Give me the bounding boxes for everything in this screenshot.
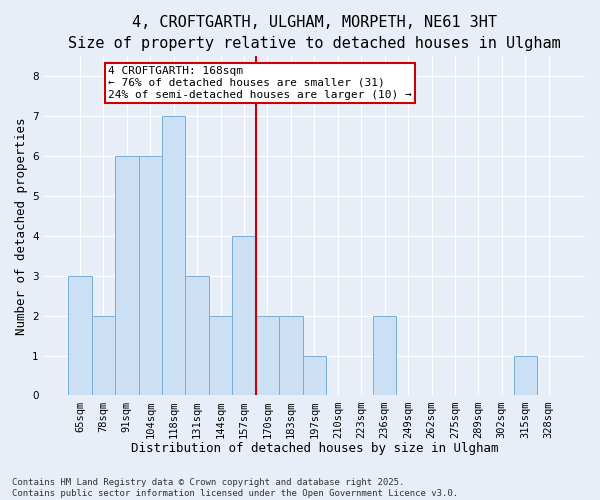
Text: 4 CROFTGARTH: 168sqm
← 76% of detached houses are smaller (31)
24% of semi-detac: 4 CROFTGARTH: 168sqm ← 76% of detached h… (108, 66, 412, 100)
Bar (232, 236, 256, 396)
Y-axis label: Number of detached properties: Number of detached properties (15, 117, 28, 334)
Bar (185, 276, 209, 396)
Bar (373, 316, 397, 396)
Bar (256, 316, 279, 396)
X-axis label: Distribution of detached houses by size in Ulgham: Distribution of detached houses by size … (131, 442, 498, 455)
Bar (514, 356, 537, 396)
Title: 4, CROFTGARTH, ULGHAM, MORPETH, NE61 3HT
Size of property relative to detached h: 4, CROFTGARTH, ULGHAM, MORPETH, NE61 3HT… (68, 15, 561, 51)
Bar (302, 356, 326, 396)
Bar (92, 316, 115, 396)
Text: Contains HM Land Registry data © Crown copyright and database right 2025.
Contai: Contains HM Land Registry data © Crown c… (12, 478, 458, 498)
Bar (162, 116, 185, 396)
Bar (279, 316, 302, 396)
Bar (68, 276, 92, 396)
Bar (139, 156, 162, 396)
Bar (115, 156, 139, 396)
Bar (209, 316, 232, 396)
